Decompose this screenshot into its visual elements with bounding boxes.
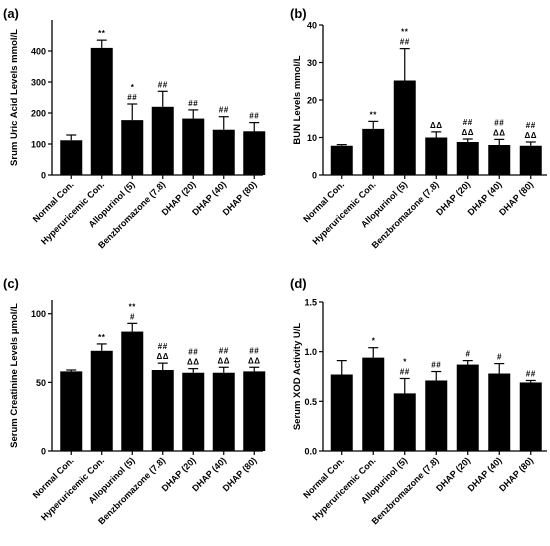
bar xyxy=(488,145,511,175)
significance-mark: ## xyxy=(219,346,229,355)
chart-panel: (a) Srum Uric Acid Levels mmol/L 0 100 200 30… xyxy=(3,6,266,250)
significance-mark: ## xyxy=(494,118,504,127)
chart-panel: (c)Serum Creatinine Levels μmol/L050100N… xyxy=(3,276,266,526)
bar xyxy=(456,364,479,451)
bar xyxy=(362,128,385,175)
y-axis-label: Serum XOD Activity U/L xyxy=(292,323,303,431)
panel-label: (a) xyxy=(3,6,19,21)
chart-panel: (d)Serum XOD Activity U/L0.00.51.01.5Nor… xyxy=(290,276,547,526)
y-tick-label: 0 xyxy=(312,171,317,181)
significance-mark: ** xyxy=(129,302,137,311)
bar xyxy=(243,131,266,175)
y-axis-label: BUN Levels mmol/L xyxy=(292,55,303,144)
significance-mark: # xyxy=(466,350,471,359)
y-tick-label: 400 xyxy=(31,47,46,57)
panel-label: (d) xyxy=(290,276,307,291)
y-tick-label: 1.5 xyxy=(304,298,317,308)
bar xyxy=(330,145,353,175)
bar xyxy=(519,145,542,175)
bar xyxy=(121,331,144,451)
y-tick-label: 300 xyxy=(31,78,46,88)
y-tick-label: 40 xyxy=(307,21,317,31)
significance-mark: * xyxy=(372,337,376,346)
bar xyxy=(488,373,511,451)
y-tick-label: 20 xyxy=(307,96,317,106)
y-tick-label: 200 xyxy=(31,109,46,119)
significance-mark: ΔΔ xyxy=(218,356,231,365)
significance-mark: ΔΔ xyxy=(430,121,443,130)
significance-mark: ΔΔ xyxy=(525,131,538,140)
panel-label: (c) xyxy=(3,276,19,291)
bar xyxy=(182,118,205,175)
bar xyxy=(182,372,205,451)
bar xyxy=(456,142,479,175)
bar xyxy=(90,47,113,175)
significance-mark: ## xyxy=(526,121,536,130)
bar xyxy=(330,374,353,451)
panel-label: (b) xyxy=(290,6,307,21)
significance-mark: ## xyxy=(431,361,441,370)
x-tick-label: DHAP (80) xyxy=(497,455,535,493)
bar xyxy=(90,350,113,451)
y-tick-label: 0 xyxy=(41,447,46,457)
significance-mark: ΔΔ xyxy=(187,358,200,367)
significance-mark: * xyxy=(131,83,135,92)
significance-mark: ΔΔ xyxy=(157,352,170,361)
y-tick-label: 10 xyxy=(307,133,317,143)
bar xyxy=(121,120,144,175)
bar xyxy=(60,371,83,451)
y-tick-label: 30 xyxy=(307,58,317,68)
significance-mark: ## xyxy=(127,93,137,102)
bar xyxy=(425,380,448,451)
significance-mark: ## xyxy=(249,346,259,355)
significance-mark: ** xyxy=(401,28,409,37)
significance-mark: ## xyxy=(188,99,198,108)
bar xyxy=(393,80,416,175)
significance-mark: ## xyxy=(526,369,536,378)
bar xyxy=(243,371,266,451)
y-tick-label: 100 xyxy=(31,309,46,319)
bar xyxy=(151,106,174,175)
significance-mark: ** xyxy=(98,333,106,342)
y-tick-label: 0 xyxy=(41,171,46,181)
y-axis-label: Serum Creatinine Levels μmol/L xyxy=(9,303,20,448)
significance-mark: ## xyxy=(400,367,410,376)
significance-mark: ## xyxy=(188,348,198,357)
significance-mark: ## xyxy=(219,106,229,115)
y-tick-label: 1.0 xyxy=(304,347,317,357)
significance-mark: ΔΔ xyxy=(462,128,475,137)
bar xyxy=(60,140,83,175)
y-axis-label: Srum Uric Acid Levels mmol/L xyxy=(9,29,20,166)
significance-mark: ## xyxy=(158,80,168,89)
significance-mark: ** xyxy=(370,110,378,119)
x-tick-label: DHAP (80) xyxy=(497,179,535,217)
significance-mark: ## xyxy=(463,118,473,127)
bar xyxy=(151,370,174,451)
significance-mark: # xyxy=(497,353,502,362)
bar xyxy=(393,393,416,451)
significance-mark: ΔΔ xyxy=(248,356,261,365)
bar xyxy=(212,372,235,451)
bar xyxy=(212,129,235,175)
significance-mark: ** xyxy=(98,29,106,38)
significance-mark: ## xyxy=(158,342,168,351)
bar xyxy=(519,382,542,451)
y-tick-label: 100 xyxy=(31,140,46,150)
significance-mark: ΔΔ xyxy=(493,128,506,137)
significance-mark: * xyxy=(403,357,407,366)
significance-mark: ## xyxy=(400,38,410,47)
significance-mark: # xyxy=(130,312,135,321)
y-tick-label: 0.0 xyxy=(304,447,317,457)
significance-mark: ## xyxy=(249,112,259,121)
bar xyxy=(362,357,385,451)
bar xyxy=(425,137,448,175)
y-tick-label: 0.5 xyxy=(304,397,317,407)
y-tick-label: 50 xyxy=(36,378,46,388)
